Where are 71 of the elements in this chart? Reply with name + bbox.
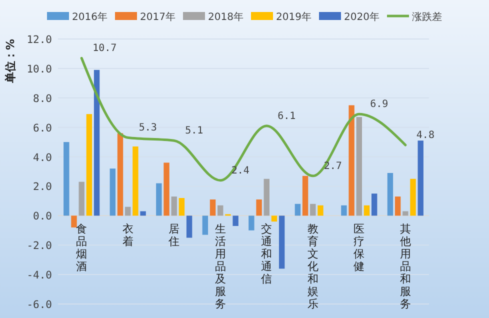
bar bbox=[278, 216, 285, 269]
x-tick-label: 交通和通信 bbox=[261, 222, 272, 286]
bar bbox=[302, 176, 308, 216]
legend-label: 2017年 bbox=[140, 11, 176, 23]
x-tick-label: 教育文化和娱乐 bbox=[307, 222, 318, 311]
x-tick-label: 其他用品和服务 bbox=[400, 222, 411, 311]
bar bbox=[394, 196, 401, 216]
legend-label: 2019年 bbox=[276, 11, 312, 23]
bar bbox=[310, 204, 316, 216]
y-tick-label: 2.0 bbox=[33, 181, 52, 194]
y-tick-label: -2.0 bbox=[26, 240, 52, 252]
bar bbox=[140, 211, 146, 216]
bar bbox=[86, 114, 92, 216]
x-tick-label: 生活用品及服务 bbox=[214, 222, 226, 311]
data-label: 6.9 bbox=[370, 99, 388, 110]
bar bbox=[164, 162, 170, 216]
bar bbox=[341, 205, 347, 216]
bar bbox=[348, 105, 354, 216]
bar bbox=[294, 204, 301, 216]
bar bbox=[402, 211, 408, 216]
data-label: 6.1 bbox=[278, 110, 296, 122]
y-tick-label: 4.0 bbox=[33, 152, 52, 164]
data-label: 5.3 bbox=[138, 122, 157, 134]
y-tick-label: 12.0 bbox=[26, 34, 52, 46]
bar bbox=[132, 146, 138, 216]
bar bbox=[78, 182, 84, 216]
data-label: 4.8 bbox=[416, 130, 434, 141]
legend-label: 2020年 bbox=[344, 11, 380, 23]
bar bbox=[410, 178, 416, 216]
data-label: 10.7 bbox=[92, 43, 117, 54]
bar bbox=[110, 168, 116, 216]
bar bbox=[125, 206, 131, 216]
bar bbox=[232, 216, 238, 226]
bar bbox=[418, 140, 424, 216]
x-tick-label: 医疗保健 bbox=[354, 222, 365, 274]
bar bbox=[202, 216, 208, 235]
x-tick-label: 食品烟酒 bbox=[76, 222, 88, 274]
bar bbox=[271, 216, 278, 222]
bar bbox=[186, 216, 192, 238]
bar bbox=[218, 205, 224, 216]
bar bbox=[364, 205, 370, 216]
line-series bbox=[80, 56, 407, 182]
bar bbox=[94, 70, 100, 216]
legend-label: 2018年 bbox=[208, 11, 244, 23]
y-tick-label: 8.0 bbox=[33, 92, 52, 105]
bar bbox=[117, 133, 124, 216]
bar bbox=[356, 117, 362, 216]
y-tick-label: 10.0 bbox=[26, 63, 52, 76]
bar bbox=[371, 194, 378, 216]
bar bbox=[171, 196, 177, 216]
y-axis-title: 单位：% bbox=[4, 38, 17, 84]
bar bbox=[156, 183, 162, 216]
bar bbox=[210, 199, 216, 216]
bar bbox=[64, 142, 70, 216]
bar bbox=[264, 178, 270, 216]
bar bbox=[318, 205, 324, 216]
bar bbox=[256, 199, 262, 216]
legend-label: 涨跌差 bbox=[412, 11, 442, 23]
bar bbox=[71, 216, 77, 228]
bar bbox=[387, 172, 394, 216]
y-tick-label: 0.0 bbox=[33, 210, 52, 223]
x-tick-label: 居住 bbox=[168, 222, 180, 248]
y-tick-label: -6.0 bbox=[26, 299, 52, 311]
bar bbox=[248, 216, 254, 230]
data-label: 5.1 bbox=[185, 126, 204, 137]
bar bbox=[178, 198, 185, 216]
data-label: 2.7 bbox=[324, 160, 342, 172]
x-tick-label: 衣着 bbox=[122, 222, 134, 248]
y-tick-label: 6.0 bbox=[33, 122, 52, 134]
legend-label: 2016年 bbox=[72, 11, 108, 23]
y-tick-label: -4.0 bbox=[26, 270, 52, 282]
